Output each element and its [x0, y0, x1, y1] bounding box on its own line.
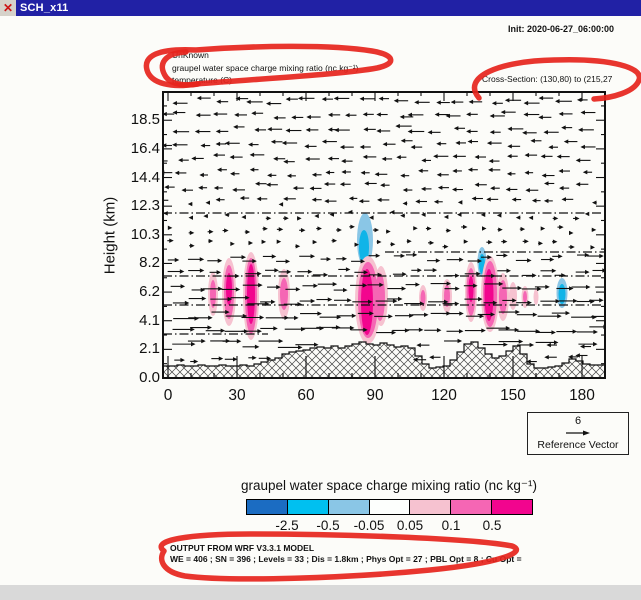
- colorbar-boundary-label: 0.5: [482, 518, 502, 533]
- x-tick-label: 180: [569, 387, 595, 404]
- colorbar-title: graupel water space charge mixing ratio …: [240, 478, 537, 493]
- y-tick-label: 4.1: [139, 311, 160, 329]
- colorbar-cell: [368, 499, 411, 515]
- y-tick-label: 16.4: [130, 139, 160, 157]
- init-time-label: Init: 2020-06-27_06:00:00: [508, 24, 615, 34]
- x-tick-label: 30: [228, 387, 246, 404]
- y-tick-label: 12.3: [130, 197, 160, 215]
- reference-vector-label: Reference Vector: [537, 439, 619, 451]
- x-tick-label: 60: [297, 387, 315, 404]
- close-glyph: ✕: [2, 1, 14, 15]
- colorbar-boundary-label: 0.1: [441, 518, 461, 533]
- window-titlebar: ✕ SCH_x11: [0, 0, 641, 16]
- model-info-line2: WE = 406 ; SN = 396 ; Levels = 33 ; Dis …: [170, 553, 522, 564]
- y-tick-label: 14.4: [130, 168, 160, 186]
- model-info-line1: OUTPUT FROM WRF V3.3.1 MODEL: [170, 543, 315, 553]
- colorbar-boundary-label: 0.05: [396, 518, 424, 533]
- x-tick-label: 0: [163, 387, 173, 404]
- field-legend-line3: temperature (C): [172, 75, 232, 85]
- reference-vector-value: 6: [574, 415, 582, 427]
- y-tick-label: 18.5: [130, 111, 160, 129]
- y-tick-label: 6.2: [139, 283, 160, 301]
- plot-canvas: Init: 2020-06-27_06:00:00 UnKnown graupe…: [0, 16, 641, 585]
- colorbar-cell: [327, 499, 370, 515]
- field-legend-line1: UnKnown: [172, 50, 209, 60]
- colorbar-cell: [246, 499, 288, 515]
- reference-vector-arrow-icon: [566, 430, 590, 436]
- model-info-block: OUTPUT FROM WRF V3.3.1 MODEL WE = 406 ; …: [170, 543, 522, 564]
- y-tick-label: 0.0: [139, 369, 160, 386]
- colorbar-boundary-label: -2.5: [275, 518, 299, 533]
- x-tick-label: 90: [366, 387, 384, 404]
- window-title: SCH_x11: [20, 2, 69, 14]
- field-legend-line2: graupel water space charge mixing ratio …: [172, 62, 359, 73]
- close-icon[interactable]: ✕: [0, 0, 16, 16]
- y-tick-label: 8.2: [139, 254, 160, 272]
- field-legend-block: UnKnown graupel water space charge mixin…: [172, 49, 358, 87]
- colorbar-boundary-label: -0.5: [316, 518, 340, 533]
- colorbar-cell: [409, 499, 452, 515]
- y-tick-label: 2.1: [139, 340, 160, 358]
- y-tick-label: 10.3: [130, 225, 160, 243]
- cross-section-label: Cross-Section: (130,80) to (215,27: [482, 74, 613, 84]
- colorbar-cell: [286, 499, 329, 515]
- colorbar-cell: [450, 499, 493, 515]
- colorbar-cell: [491, 499, 534, 515]
- x-tick-label: 150: [500, 387, 526, 404]
- colorbar: [246, 499, 534, 515]
- x-tick-label: 120: [431, 387, 457, 404]
- colorbar-boundary-label: -0.05: [353, 518, 385, 533]
- reference-vector-box: 6 Reference Vector: [527, 412, 629, 455]
